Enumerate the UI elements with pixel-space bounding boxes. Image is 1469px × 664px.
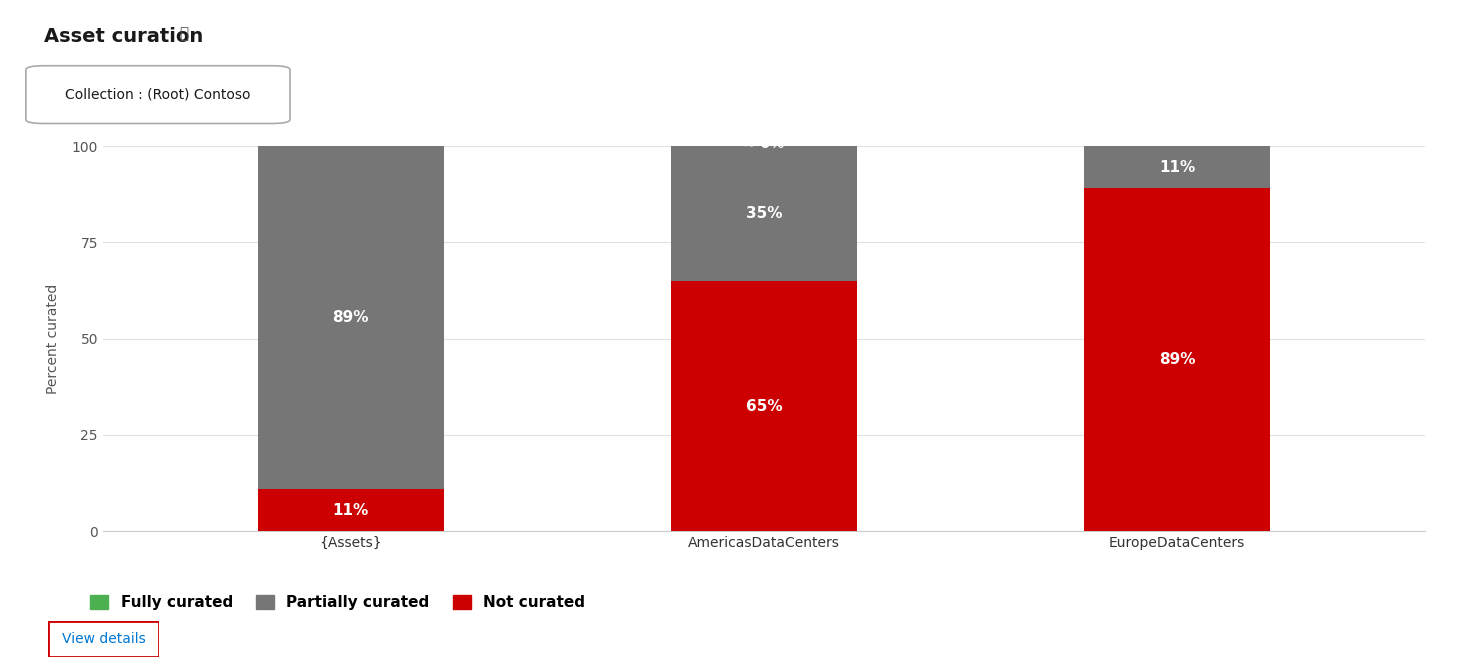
Bar <box>671 142 856 146</box>
Bar <box>1084 189 1271 531</box>
FancyBboxPatch shape <box>26 66 289 124</box>
Legend: Fully curated, Partially curated, Not curated: Fully curated, Partially curated, Not cu… <box>84 589 591 616</box>
Text: 35%: 35% <box>746 206 782 221</box>
Text: 11%: 11% <box>332 503 369 517</box>
Bar <box>1084 146 1271 189</box>
Text: 65%: 65% <box>746 398 782 414</box>
Bar <box>257 489 444 531</box>
Text: Asset curation: Asset curation <box>44 27 203 46</box>
Bar <box>671 281 856 531</box>
Bar <box>257 146 444 489</box>
Text: 89%: 89% <box>1159 353 1196 367</box>
FancyBboxPatch shape <box>48 621 159 657</box>
Bar <box>671 146 856 281</box>
Text: ≈ 0%: ≈ 0% <box>743 137 784 151</box>
Text: 89%: 89% <box>332 310 369 325</box>
Text: View details: View details <box>62 632 145 646</box>
Text: ⓘ: ⓘ <box>179 27 188 42</box>
Text: Collection : (Root) Contoso: Collection : (Root) Contoso <box>65 88 251 102</box>
Y-axis label: Percent curated: Percent curated <box>47 284 60 394</box>
Text: 11%: 11% <box>1159 160 1196 175</box>
